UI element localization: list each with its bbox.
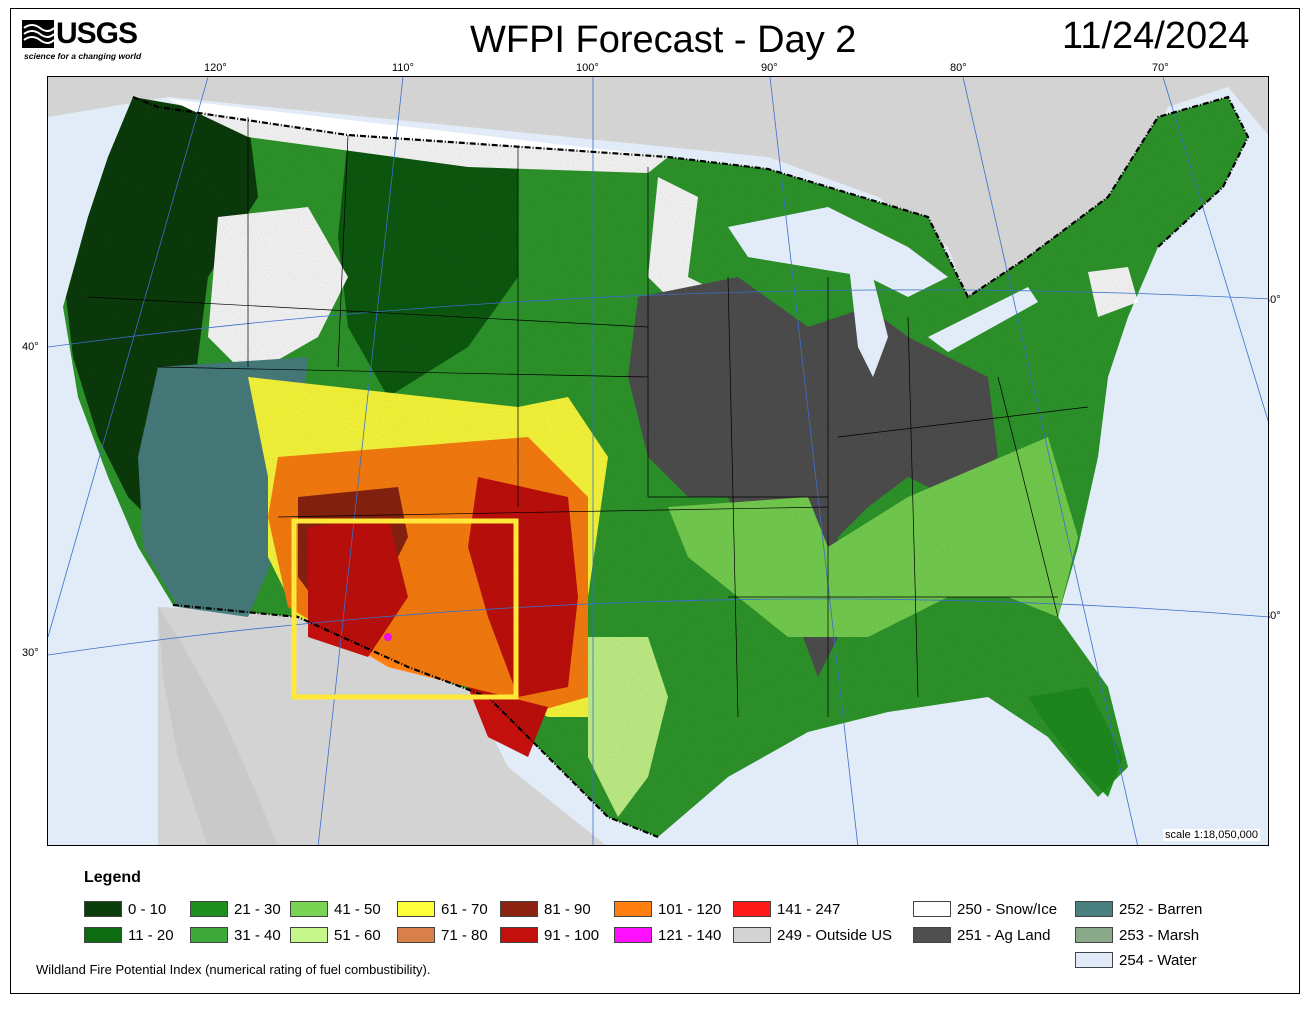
map-canvas <box>48 77 1268 845</box>
mexico-region <box>158 607 606 845</box>
longitude-label: 110° <box>392 62 414 74</box>
legend-swatch <box>84 927 122 943</box>
legend-swatch <box>397 901 435 917</box>
legend-swatch <box>1075 952 1113 968</box>
legend-swatch <box>290 901 328 917</box>
legend-label: 141 - 247 <box>777 900 841 918</box>
legend-label: 61 - 70 <box>441 900 488 918</box>
legend-swatch <box>913 901 951 917</box>
legend-swatch <box>84 901 122 917</box>
legend-swatch <box>614 927 652 943</box>
map-title: WFPI Forecast - Day 2 <box>470 19 857 61</box>
legend-label: 31 - 40 <box>234 926 281 944</box>
legend-item: 253 - Marsh <box>1075 926 1199 944</box>
latitude-label-left: 40° <box>22 341 39 353</box>
legend-swatch <box>190 927 228 943</box>
legend-label: 21 - 30 <box>234 900 281 918</box>
legend-item: 51 - 60 <box>290 926 381 944</box>
legend-label: 252 - Barren <box>1119 900 1203 918</box>
legend-label: 41 - 50 <box>334 900 381 918</box>
legend-item: 0 - 10 <box>84 900 166 918</box>
legend-item: 81 - 90 <box>500 900 591 918</box>
legend-swatch <box>500 927 538 943</box>
longitude-label: 80° <box>950 62 967 74</box>
longitude-label: 70° <box>1152 62 1169 74</box>
usgs-wave-icon <box>22 20 55 48</box>
lake-michigan <box>848 257 888 377</box>
legend-swatch <box>500 901 538 917</box>
legend-label: 11 - 20 <box>128 926 174 944</box>
legend-label: 121 - 140 <box>658 926 722 944</box>
legend-item: 61 - 70 <box>397 900 488 918</box>
legend-swatch <box>1075 901 1113 917</box>
legend-label: 249 - Outside US <box>777 926 893 944</box>
map-caption: Wildland Fire Potential Index (numerical… <box>36 962 431 977</box>
legend-label: 81 - 90 <box>544 900 591 918</box>
map-scale: scale 1:18,050,000 <box>1163 829 1260 841</box>
legend-item: 254 - Water <box>1075 951 1197 969</box>
legend-label: 253 - Marsh <box>1119 926 1200 944</box>
figure-frame <box>10 8 1300 994</box>
great-lakes <box>728 207 948 297</box>
legend-item: 249 - Outside US <box>733 926 892 944</box>
legend-swatch <box>1075 927 1113 943</box>
legend-label: 0 - 10 <box>128 900 167 918</box>
forecast-date: 11/24/2024 <box>1062 15 1250 57</box>
legend-label: 91 - 100 <box>544 926 600 944</box>
legend-swatch <box>913 927 951 943</box>
legend-item: 31 - 40 <box>190 926 281 944</box>
legend-label: 101 - 120 <box>658 900 722 918</box>
lake-erie <box>928 287 1038 352</box>
legend-swatch <box>733 901 771 917</box>
logo-wordmark: USGS <box>56 17 138 50</box>
legend-item: 141 - 247 <box>733 900 840 918</box>
wfpi-map: scale 1:18,050,000 <box>47 76 1269 846</box>
legend-swatch <box>733 927 771 943</box>
legend-item: 252 - Barren <box>1075 900 1202 918</box>
legend-title: Legend <box>84 869 141 886</box>
baja-region <box>158 607 278 845</box>
legend-item: 21 - 30 <box>190 900 281 918</box>
legend-swatch <box>614 901 652 917</box>
legend-label: 71 - 80 <box>441 926 488 944</box>
legend-swatch <box>397 927 435 943</box>
legend-item: 101 - 120 <box>614 900 721 918</box>
graticule <box>48 77 1268 845</box>
legend-item: 121 - 140 <box>614 926 721 944</box>
state-borders <box>87 117 1089 718</box>
legend-item: 71 - 80 <box>397 926 488 944</box>
highlight-box <box>291 518 519 700</box>
legend-swatch <box>290 927 328 943</box>
legend-item: 41 - 50 <box>290 900 381 918</box>
legend-label: 51 - 60 <box>334 926 381 944</box>
national-border <box>132 95 1250 839</box>
usgs-logo: USGS science for a changing world <box>22 18 147 64</box>
longitude-label: 120° <box>204 62 227 74</box>
legend-item: 250 - Snow/Ice <box>913 900 1057 918</box>
latitude-label-left: 30° <box>22 647 39 659</box>
longitude-label: 100° <box>576 62 599 74</box>
legend-item: 11 - 20 <box>84 926 174 944</box>
legend-label: 254 - Water <box>1119 951 1197 969</box>
legend-item: 251 - Ag Land <box>913 926 1050 944</box>
canada-region <box>48 77 1268 327</box>
legend-label: 251 - Ag Land <box>957 926 1051 944</box>
legend-label: 250 - Snow/Ice <box>957 900 1058 918</box>
longitude-label: 90° <box>761 62 778 74</box>
logo-tagline: science for a changing world <box>24 51 142 61</box>
legend-item: 91 - 100 <box>500 926 599 944</box>
legend-swatch <box>190 901 228 917</box>
